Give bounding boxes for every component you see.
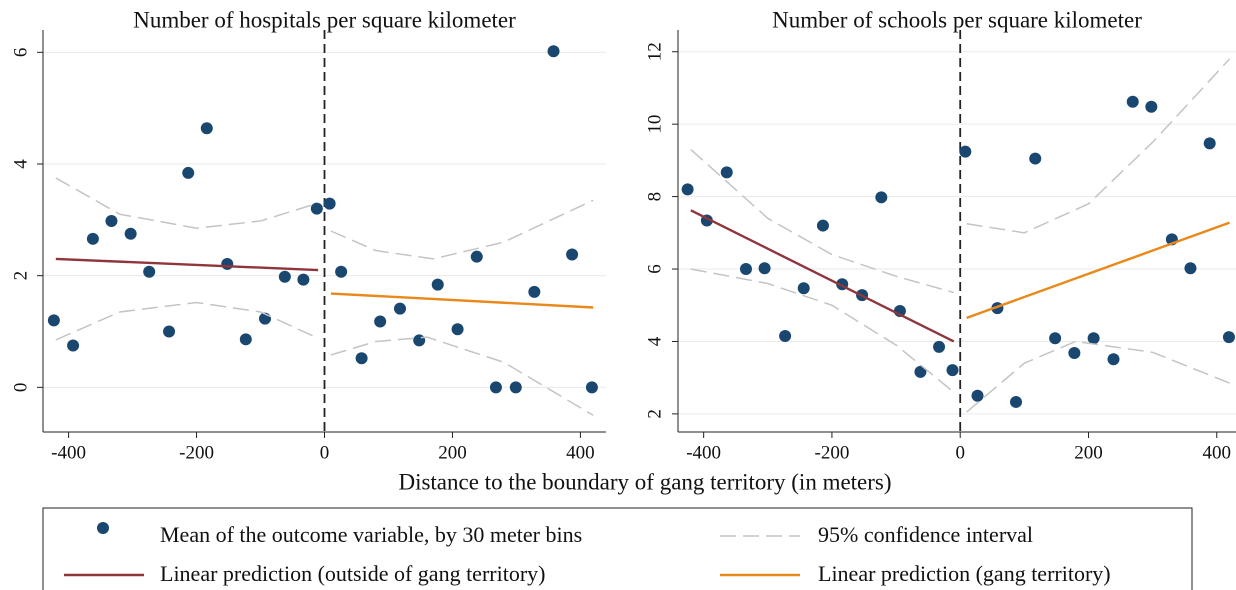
fit-line (966, 221, 1230, 320)
confidence-band (966, 58, 1231, 234)
x-tick-label: 400 (1203, 442, 1232, 463)
y-tick-label: 6 (644, 264, 665, 274)
bin-mean-point (1203, 137, 1216, 150)
confidence-band (55, 301, 319, 341)
bin-mean-point (914, 365, 927, 378)
x-tick-label: 400 (566, 442, 595, 463)
y-tick-label: 12 (644, 42, 665, 61)
y-tick-label: 10 (644, 115, 665, 134)
y-tick-label: 4 (10, 159, 31, 169)
confidence-band (330, 199, 594, 260)
bin-mean-point (1049, 332, 1062, 345)
bin-mean-point (451, 323, 464, 336)
bin-mean-point (816, 219, 829, 232)
confidence-band (966, 340, 1230, 413)
bin-mean-point (1029, 152, 1042, 165)
bin-mean-point (239, 333, 252, 346)
x-tick-label: -400 (51, 442, 86, 463)
confidence-band (690, 148, 954, 294)
legend-box (42, 507, 1193, 590)
x-axis-label: Distance to the boundary of gang territo… (398, 469, 891, 494)
confidence-band (690, 268, 955, 393)
x-tick-label: 0 (320, 442, 330, 463)
fit-line (690, 209, 955, 343)
y-tick-label: 2 (10, 271, 31, 281)
bin-mean-point (739, 263, 752, 276)
bin-mean-point (720, 166, 733, 179)
bin-mean-point (1222, 331, 1235, 344)
y-tick-label: 2 (644, 409, 665, 419)
bin-mean-point (182, 166, 195, 179)
bin-mean-point (393, 302, 406, 315)
x-tick-label: -200 (815, 442, 850, 463)
bin-mean-point (585, 381, 598, 394)
bin-mean-point (1010, 395, 1023, 408)
fit-line (55, 257, 319, 272)
bin-mean-point (509, 381, 522, 394)
bin-mean-point (47, 314, 60, 327)
bin-mean-point (797, 282, 810, 295)
bin-mean-point (278, 270, 291, 283)
bin-mean-point (124, 227, 137, 240)
bin-mean-point (933, 340, 946, 353)
bin-mean-point (758, 262, 771, 275)
y-tick-label: 6 (10, 48, 31, 58)
panel-title: Number of schools per square kilometer (772, 7, 1142, 32)
bin-mean-point (105, 214, 118, 227)
bin-mean-point (779, 330, 792, 343)
legend-label: Linear prediction (gang territory) (818, 561, 1111, 586)
y-tick-label: 0 (10, 383, 31, 393)
legend-marker (97, 522, 109, 534)
x-tick-label: 200 (1074, 442, 1103, 463)
bin-mean-point (681, 183, 694, 196)
bin-mean-point (1145, 100, 1158, 113)
legend-label: 95% confidence interval (818, 522, 1033, 547)
x-tick-label: 0 (955, 442, 965, 463)
panel-title: Number of hospitals per square kilometer (133, 7, 516, 32)
bin-mean-point (323, 197, 336, 210)
confidence-band (330, 336, 594, 416)
bin-mean-point (200, 122, 213, 135)
bin-mean-point (1087, 332, 1100, 345)
bin-mean-point (431, 278, 444, 291)
bin-mean-point (221, 257, 234, 270)
bin-mean-point (355, 352, 368, 365)
x-tick-label: -200 (179, 442, 214, 463)
bin-mean-point (86, 232, 99, 245)
bin-mean-point (335, 265, 348, 278)
confidence-band (55, 177, 319, 229)
fit-line (330, 292, 594, 309)
bin-mean-point (566, 248, 579, 261)
legend-label: Mean of the outcome variable, by 30 mete… (160, 522, 582, 547)
bin-mean-point (1184, 262, 1197, 275)
y-tick-label: 8 (644, 192, 665, 202)
bin-mean-point (297, 273, 310, 286)
x-tick-label: -400 (686, 442, 721, 463)
bin-mean-point (971, 389, 984, 402)
bin-mean-point (163, 325, 176, 338)
bin-mean-point (1126, 95, 1139, 108)
bin-mean-point (489, 381, 502, 394)
bin-mean-point (143, 265, 156, 278)
bin-mean-point (547, 45, 560, 58)
bin-mean-point (959, 145, 972, 158)
bin-mean-point (310, 202, 323, 215)
bin-mean-point (875, 191, 888, 204)
bin-mean-point (413, 334, 426, 347)
bin-mean-point (1068, 347, 1081, 360)
bin-mean-point (1107, 353, 1120, 366)
bin-mean-point (470, 250, 483, 263)
bin-mean-point (67, 339, 80, 352)
bin-mean-point (374, 315, 387, 328)
x-tick-label: 200 (438, 442, 467, 463)
legend-label: Linear prediction (outside of gang terri… (160, 561, 545, 586)
bin-mean-point (528, 285, 541, 298)
y-tick-label: 4 (644, 336, 665, 346)
bin-mean-point (946, 364, 959, 377)
